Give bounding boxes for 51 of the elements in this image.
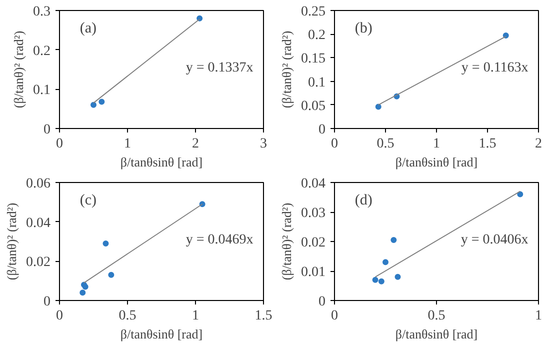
x-tick-label: 0.5 (428, 308, 446, 324)
y-tick-label: 0.06 (26, 176, 50, 192)
x-tick-label: 1 (192, 308, 199, 324)
y-tick-label: 0.15 (301, 52, 326, 67)
y-tick-label: 0.01 (301, 265, 326, 280)
y-axis-title: (β/tanθ)² (rad²) (279, 30, 294, 108)
x-tick-label: 0 (56, 308, 63, 324)
y-tick-label: 0.1 (33, 83, 50, 98)
annotation: (a) (80, 20, 97, 36)
x-tick-label: 0 (56, 136, 63, 152)
y-tick-label: 0.2 (33, 44, 50, 59)
y-tick-label: 0.04 (301, 176, 326, 192)
annotation: (b) (354, 20, 372, 36)
y-tick-label: 0.02 (26, 255, 50, 270)
x-axis-title: β/tanθsinθ [rad] (395, 154, 478, 170)
x-axis-title: β/tanθsinθ [rad] (120, 154, 203, 170)
y-tick-label: 0 (44, 294, 50, 310)
x-tick-label: 1 (535, 308, 542, 324)
y-tick-label: 0.3 (33, 4, 50, 20)
x-tick-label: 0 (331, 308, 338, 324)
annotation: (c) (80, 192, 97, 208)
x-axis-title: β/tanθsinθ [rad] (395, 326, 478, 342)
y-tick-label: 0.02 (301, 236, 326, 250)
x-tick-label: 1.5 (254, 308, 272, 324)
x-axis-title: β/tanθsinθ [rad] (120, 326, 203, 342)
x-tick-label: 0.5 (118, 308, 136, 324)
y-axis-title: (β/tanθ)² (rad²) (11, 30, 26, 108)
y-tick-label: 0 (318, 294, 326, 310)
x-tick-label: 0 (331, 136, 338, 152)
y-tick-label: 0.05 (301, 98, 326, 114)
annotation: y = 0.0469x (186, 232, 254, 248)
y-tick-label: 0.04 (26, 216, 50, 231)
x-tick-label: 3 (260, 136, 267, 152)
y-tick-label: 0.2 (308, 28, 326, 44)
x-tick-label: 2 (192, 136, 199, 152)
y-tick-label: 0.03 (301, 206, 326, 221)
annotation: y = 0.1337x (186, 60, 254, 76)
annotation: (d) (354, 192, 372, 208)
y-tick-label: 0 (318, 122, 326, 138)
y-tick-label: 0.1 (308, 75, 326, 90)
y-tick-label: 0.25 (301, 4, 326, 20)
x-tick-label: 1.5 (478, 136, 496, 152)
x-tick-label: 0.5 (376, 136, 394, 152)
x-tick-label: 2 (535, 136, 542, 152)
x-tick-label: 1 (124, 136, 131, 152)
y-axis-title: (β/tanθ)² (rad²) (4, 202, 19, 280)
y-tick-label: 0 (44, 122, 50, 138)
y-axis-title: (β/tanθ)² (rad²) (279, 202, 294, 280)
annotation: y = 0.0406x (460, 232, 528, 248)
x-tick-label: 1 (433, 136, 440, 152)
annotation: y = 0.1163x (461, 60, 528, 76)
